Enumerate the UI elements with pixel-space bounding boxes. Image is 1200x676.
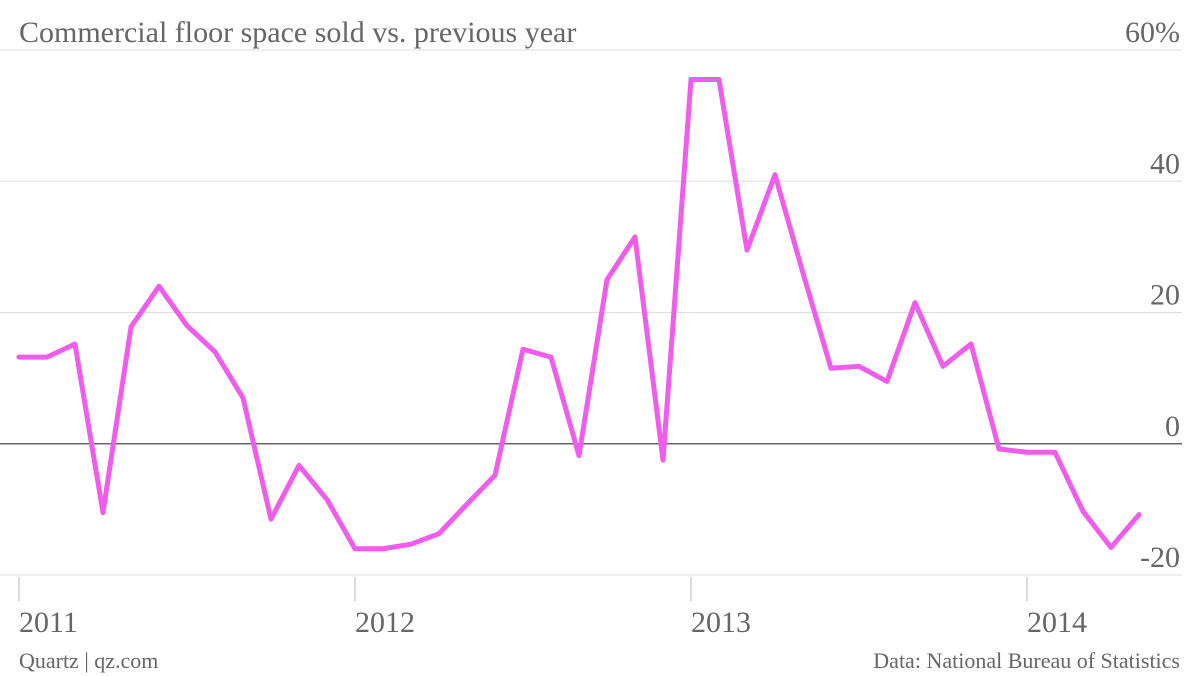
x-tick-label: 2012 [355,606,415,639]
x-tick-label: 2013 [691,606,751,639]
source-right: Data: National Bureau of Statistics [873,648,1180,673]
x-tick-label: 2011 [19,606,78,639]
y-tick-label: 40 [1150,147,1180,180]
source-left: Quartz | qz.com [19,648,158,673]
y-tick-label: 0 [1165,410,1180,443]
y-tick-label: 60% [1125,16,1180,49]
x-tick-label: 2014 [1027,606,1087,639]
line-series [16,77,1142,552]
chart-title: Commercial floor space sold vs. previous… [19,16,576,49]
y-tick-label: 20 [1150,279,1180,312]
y-tick-label: -20 [1140,541,1180,574]
